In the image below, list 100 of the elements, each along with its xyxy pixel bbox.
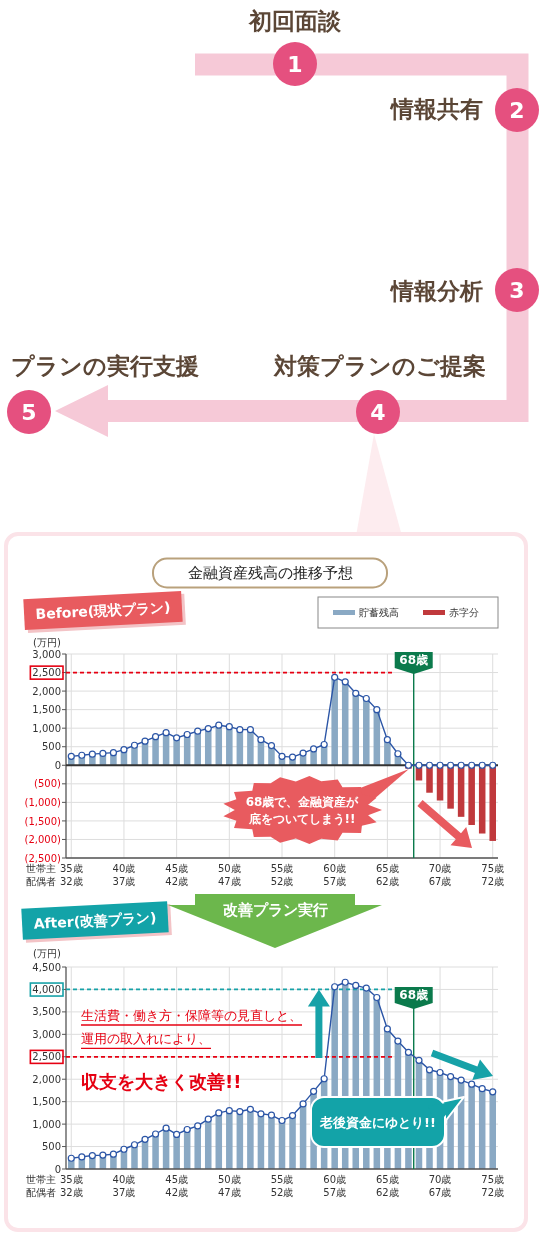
y-tick-label: 1,000 <box>32 1118 61 1130</box>
text: 3 <box>509 277 525 303</box>
point <box>215 1109 223 1117</box>
text: 4 <box>370 399 386 425</box>
y-tick-label: 4,500 <box>32 961 61 973</box>
annotation: 生活費・働き方・保障等の見直しと、運用の取入れにより、 <box>81 1007 302 1047</box>
x2-tick-label: 52歳 <box>270 1186 294 1198</box>
x-tick-label: 75歳 <box>481 862 505 874</box>
point <box>436 1068 444 1077</box>
x-tick-label: 45歳 <box>165 862 188 874</box>
text: 1 <box>287 51 303 77</box>
x2-tick-label: 42歳 <box>165 1186 188 1198</box>
point <box>194 727 202 735</box>
point <box>373 993 381 1002</box>
bar <box>226 1110 233 1169</box>
point <box>288 753 297 761</box>
point <box>194 1122 202 1130</box>
x-axis-title: 世帯主 <box>26 862 56 874</box>
point <box>383 736 391 744</box>
point <box>331 673 339 681</box>
bar <box>289 1115 296 1169</box>
point <box>67 1154 75 1162</box>
category-label: 情報分析 <box>389 278 483 305</box>
bar <box>247 729 254 766</box>
x2-tick-label: 32歳 <box>59 1186 83 1198</box>
x-tick-label: 55歳 <box>270 862 294 874</box>
point <box>225 723 233 731</box>
ref-line-label: 68歳 <box>399 988 429 1003</box>
point <box>88 750 96 758</box>
point <box>151 1130 160 1138</box>
x2-tick-label: 42歳 <box>165 875 188 887</box>
x-tick-label: 50歳 <box>217 862 241 874</box>
bar <box>363 698 370 766</box>
x-tick-label: 65歳 <box>376 1173 399 1185</box>
point <box>394 1037 402 1045</box>
point <box>109 1150 118 1158</box>
point <box>215 721 223 729</box>
x-tick-label: 60歳 <box>323 862 347 874</box>
y-tick-label: 1,000 <box>32 722 61 734</box>
point <box>267 1111 276 1119</box>
point <box>141 737 149 745</box>
x2-tick-label: 67歳 <box>428 1186 452 1198</box>
x2-tick-label: 47歳 <box>217 1186 241 1198</box>
bar <box>468 765 475 825</box>
x-axis-title: 世帯主 <box>26 1173 56 1185</box>
ref-line-label: 68歳 <box>399 653 429 668</box>
point <box>362 694 370 703</box>
bar <box>331 677 338 766</box>
chart-subtitle: Before(現状プラン) <box>35 599 171 623</box>
x2-tick-label: 62歳 <box>376 1186 399 1198</box>
point <box>352 689 360 697</box>
x2-tick-label: 72歳 <box>481 1186 505 1198</box>
bar <box>194 731 201 766</box>
point <box>478 761 486 769</box>
y-tick-label: (1,000) <box>24 796 62 808</box>
point <box>320 1075 328 1083</box>
y-tick-label: 3,000 <box>32 648 61 660</box>
legend-label: 赤字分 <box>449 607 479 619</box>
category-label: プランの実行支援 <box>11 353 199 380</box>
bar <box>489 765 496 841</box>
text: 2 <box>509 97 525 123</box>
point <box>183 730 191 739</box>
point <box>341 978 349 986</box>
x-tick-label: 70歳 <box>428 862 452 874</box>
bar <box>204 1119 212 1169</box>
x2-tick-label: 37歳 <box>112 875 136 887</box>
point <box>173 734 181 742</box>
point <box>183 1125 191 1134</box>
text: 5 <box>21 399 37 425</box>
x2-tick-label: 62歳 <box>376 875 399 887</box>
point <box>162 729 170 737</box>
point <box>78 751 86 759</box>
point <box>383 1025 391 1033</box>
point <box>130 741 139 749</box>
point <box>362 984 370 992</box>
point <box>457 1076 465 1084</box>
y-tick-label: 0 <box>54 759 61 771</box>
category-label: 情報共有 <box>389 96 483 123</box>
x2-tick-label: 37歳 <box>112 1186 136 1198</box>
point <box>446 1072 455 1081</box>
point <box>130 1141 139 1149</box>
point <box>468 1080 476 1088</box>
bar <box>268 1115 275 1169</box>
point <box>120 1145 128 1153</box>
point <box>299 749 307 757</box>
point <box>236 726 244 734</box>
point <box>331 983 339 991</box>
point <box>99 1151 107 1159</box>
point <box>415 761 423 769</box>
bar <box>194 1125 201 1169</box>
point <box>415 1056 423 1064</box>
point <box>204 724 212 733</box>
annotation: 老後資金にゆとり!! <box>319 1114 436 1130</box>
point <box>67 752 75 760</box>
y-tick-label: 500 <box>41 741 61 753</box>
x-tick-label: 75歳 <box>481 1173 505 1185</box>
y-tick-label: 2,000 <box>32 685 61 697</box>
x2-tick-label: 47歳 <box>217 875 241 887</box>
point <box>394 750 402 758</box>
bar <box>204 728 212 766</box>
